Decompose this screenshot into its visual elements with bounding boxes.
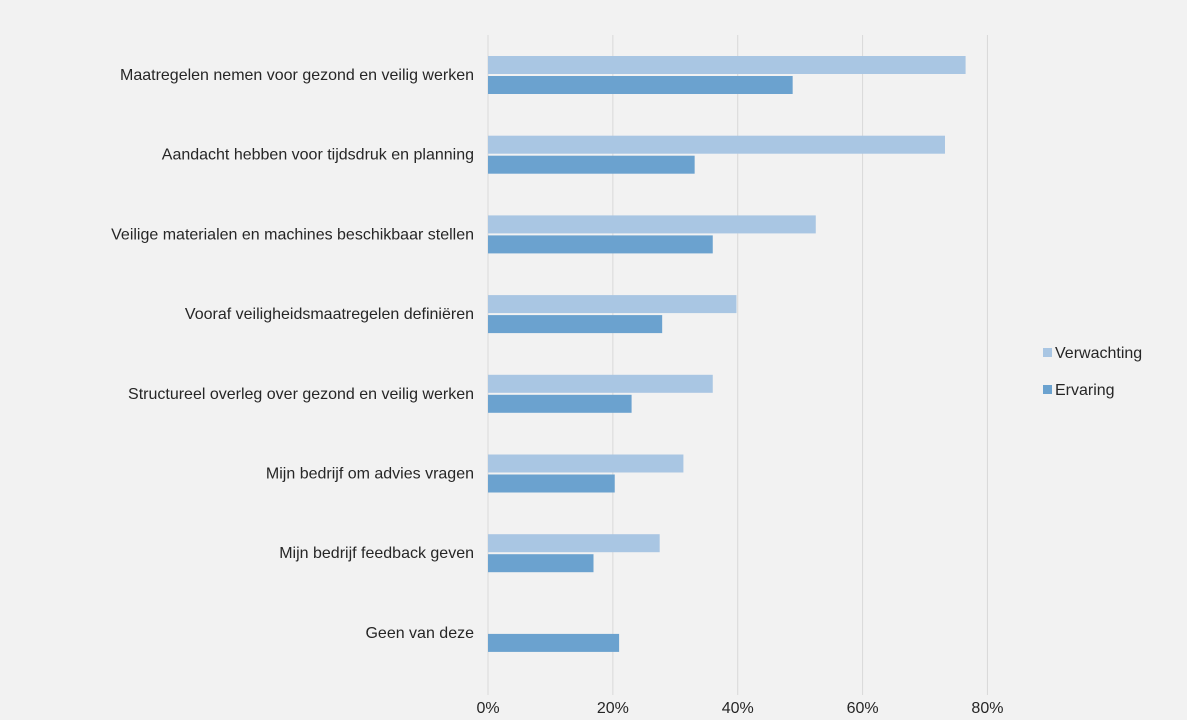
legend: Verwachting Ervaring: [1043, 345, 1142, 399]
bar-ervaring-7: [488, 554, 594, 573]
bar-verwachting-2: [488, 135, 945, 154]
bar-ervaring-8: [488, 633, 620, 652]
category-label: Mijn bedrijf om advies vragen: [266, 466, 474, 483]
category-label: Maatregelen nemen voor gezond en veilig …: [120, 67, 474, 84]
gridlines: [487, 35, 988, 695]
category-label: Geen van deze: [365, 625, 474, 642]
category-label: Aandacht hebben voor tijdsdruk en planni…: [162, 147, 474, 164]
x-tick-label: 80%: [971, 700, 1003, 717]
x-axis-ticks: 0% 20% 40% 60% 80%: [476, 700, 1003, 717]
bar-ervaring-2: [488, 155, 695, 174]
category-label: Structureel overleg over gezond en veili…: [128, 386, 474, 403]
category-label: Vooraf veiligheidsmaatregelen definiëren: [185, 306, 474, 323]
x-tick-label: 0%: [476, 700, 499, 717]
bar-verwachting-4: [488, 295, 737, 314]
bar-ervaring-6: [488, 474, 615, 493]
bar-verwachting-3: [488, 215, 816, 234]
bar-ervaring-1: [488, 76, 793, 94]
category-label: Veilige materialen en machines beschikba…: [111, 226, 474, 243]
legend-label-ervaring: Ervaring: [1055, 382, 1115, 399]
category-labels: Maatregelen nemen voor gezond en veilig …: [111, 67, 474, 642]
legend-swatch-verwachting: [1043, 348, 1052, 357]
legend-label-verwachting: Verwachting: [1055, 345, 1142, 362]
x-tick-label: 60%: [847, 700, 879, 717]
bar-ervaring-4: [488, 315, 663, 334]
bar-verwachting-5: [488, 374, 713, 393]
bar-verwachting-1: [488, 56, 966, 74]
x-tick-label: 40%: [722, 700, 754, 717]
bar-ervaring-5: [488, 394, 632, 413]
legend-swatch-ervaring: [1043, 385, 1052, 394]
x-tick-label: 20%: [597, 700, 629, 717]
category-label: Mijn bedrijf feedback geven: [279, 545, 474, 562]
bar-verwachting-7: [488, 534, 660, 553]
bar-ervaring-3: [488, 235, 713, 254]
bar-verwachting-6: [488, 454, 684, 473]
bars: [488, 56, 966, 652]
